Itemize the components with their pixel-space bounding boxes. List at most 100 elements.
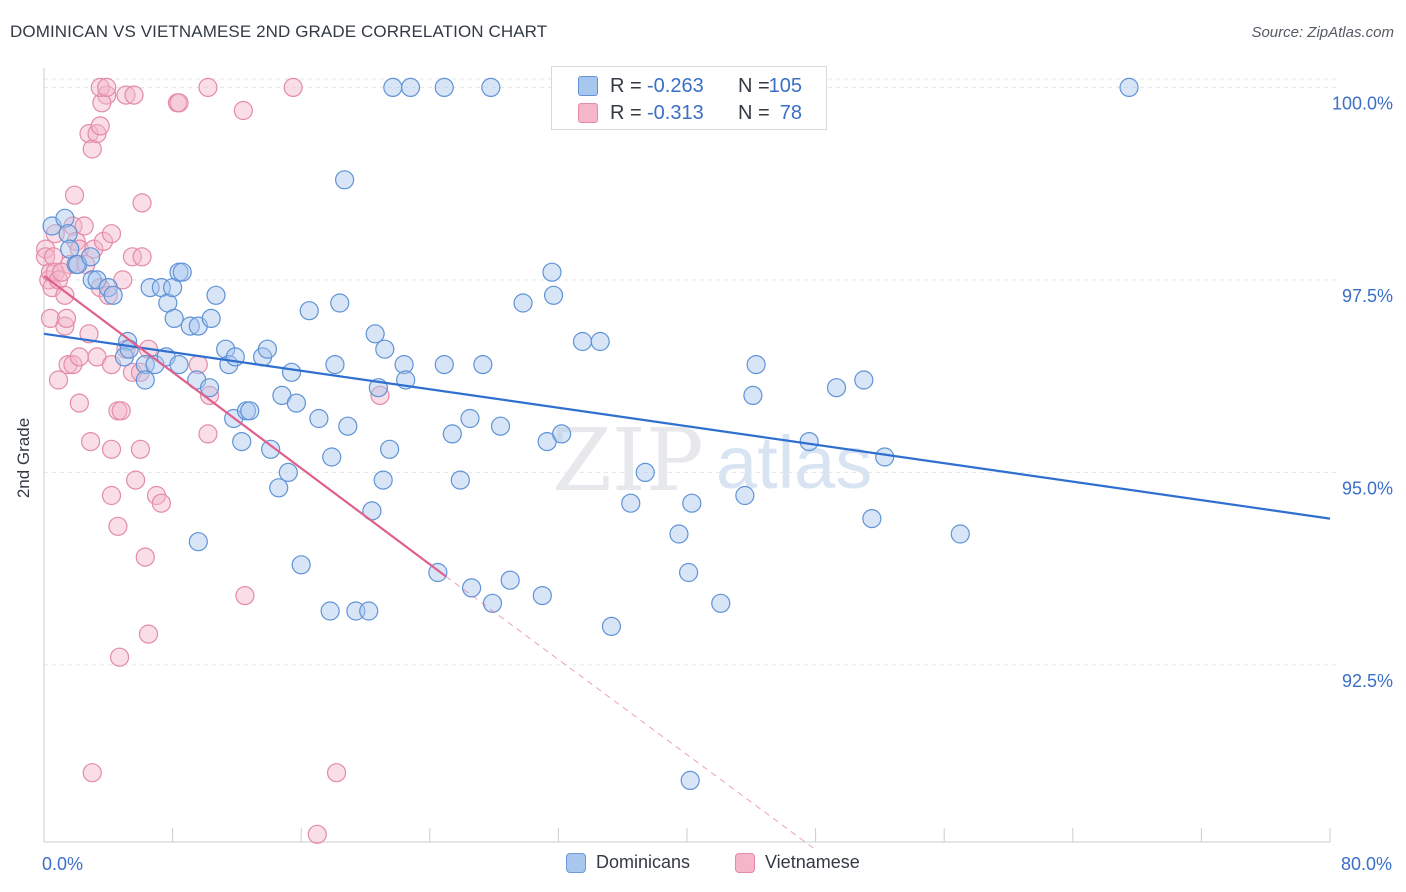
dominican-point bbox=[325, 355, 345, 375]
dominican-point bbox=[380, 439, 400, 459]
dominican-point bbox=[216, 339, 236, 359]
dominican-point bbox=[621, 493, 641, 513]
vietnamese-point bbox=[122, 247, 143, 267]
vietnamese-point bbox=[169, 93, 189, 113]
dominican-point bbox=[572, 331, 593, 352]
vietnamese-point bbox=[36, 247, 56, 267]
dominican-point bbox=[461, 578, 482, 598]
vietnamese-point bbox=[79, 324, 99, 344]
dominican-point bbox=[199, 378, 220, 398]
vietnamese-point bbox=[64, 185, 85, 205]
dominican-point bbox=[206, 285, 226, 305]
vietnamese-point bbox=[48, 370, 69, 390]
dominican-point bbox=[87, 270, 107, 290]
vietnamese-point bbox=[84, 239, 104, 259]
legend-item-dominicans[interactable]: Dominicans bbox=[566, 852, 690, 873]
dominican-point bbox=[680, 770, 700, 791]
vietnamese-point bbox=[55, 285, 75, 305]
legend-item-vietnamese[interactable]: Vietnamese bbox=[735, 852, 860, 873]
vietnamese-point bbox=[44, 247, 64, 267]
dominican-point bbox=[682, 493, 702, 513]
stats-r-label: R = bbox=[610, 101, 642, 124]
dominican-point bbox=[482, 593, 503, 613]
legend-label-vietnamese: Vietnamese bbox=[765, 852, 860, 872]
dominican-point bbox=[826, 378, 847, 398]
dominican-point bbox=[875, 447, 895, 467]
dominican-point bbox=[140, 278, 160, 298]
vietnamese-point bbox=[101, 485, 122, 506]
dominican-points bbox=[42, 77, 1139, 791]
vietnamese-point bbox=[198, 424, 218, 444]
vietnamese-point bbox=[132, 193, 152, 213]
dominican-point bbox=[854, 370, 874, 390]
dominican-point bbox=[119, 339, 139, 359]
dominican-point bbox=[365, 324, 385, 344]
vietnamese-point bbox=[63, 355, 83, 375]
stats-legend-box: R = -0.263 N = 105 R = -0.313 N = 78 bbox=[551, 66, 827, 130]
dominican-point bbox=[335, 170, 355, 190]
dominican-point bbox=[552, 424, 572, 444]
dominican-point bbox=[543, 285, 564, 305]
stats-row-vietnamese: R = -0.313 N = 78 bbox=[552, 98, 826, 128]
vietnamese-point bbox=[69, 347, 89, 367]
dominican-point bbox=[172, 262, 192, 282]
bottom-legend: Dominicans Vietnamese bbox=[0, 852, 1406, 878]
vietnamese-point bbox=[97, 77, 117, 98]
dominican-point bbox=[513, 293, 533, 313]
dominican-point bbox=[286, 393, 306, 413]
dominican-point bbox=[330, 293, 350, 313]
vietnamese-points bbox=[36, 77, 390, 844]
vietnamese-point bbox=[90, 116, 110, 136]
vietnamese-point bbox=[124, 85, 144, 105]
dominican-point bbox=[799, 432, 819, 452]
stats-n-label: N = bbox=[738, 101, 770, 124]
vietnamese-point bbox=[55, 316, 75, 336]
vietnamese-point bbox=[81, 432, 101, 452]
dominican-point bbox=[460, 408, 480, 429]
vietnamese-point bbox=[66, 231, 86, 251]
vietnamese-point bbox=[79, 124, 99, 144]
dominican-point bbox=[180, 316, 200, 336]
dominican-point bbox=[375, 339, 395, 359]
dominican-point bbox=[950, 524, 970, 544]
dominican-point bbox=[590, 331, 610, 352]
dominican-point bbox=[450, 470, 470, 490]
stats-row-dominicans: R = -0.263 N = 105 bbox=[552, 71, 826, 101]
dominican-point bbox=[55, 208, 75, 228]
vietnamese-trend-line bbox=[43, 275, 447, 578]
vietnamese-point bbox=[98, 285, 118, 305]
dominican-point bbox=[269, 478, 289, 498]
dominican-point bbox=[261, 439, 281, 459]
dominican-point bbox=[500, 570, 520, 590]
dominican-point bbox=[201, 308, 221, 328]
dominican-point bbox=[164, 308, 184, 328]
vietnamese-point bbox=[60, 254, 80, 275]
trend-layer bbox=[43, 275, 1331, 851]
vietnamese-point bbox=[82, 139, 102, 159]
dominican-point bbox=[442, 424, 462, 444]
vietnamese-point bbox=[109, 647, 130, 667]
dominican-point bbox=[232, 432, 252, 452]
dominican-point bbox=[532, 585, 552, 606]
y-tick-label: 95.0% bbox=[1342, 478, 1393, 498]
stats-swatch-blue bbox=[578, 76, 598, 96]
vietnamese-point bbox=[326, 763, 347, 783]
dominican-point bbox=[1119, 77, 1139, 98]
dominican-point bbox=[135, 370, 155, 390]
vietnamese-point bbox=[111, 401, 131, 421]
y-tick-label: 92.5% bbox=[1342, 671, 1393, 691]
stats-n-value: 105 bbox=[768, 74, 802, 97]
dominican-point bbox=[373, 470, 393, 490]
dominican-point bbox=[542, 262, 562, 282]
vietnamese-point bbox=[92, 93, 112, 113]
dominican-point bbox=[82, 270, 102, 290]
dominican-point bbox=[169, 355, 189, 375]
stats-r-label: R = bbox=[610, 74, 642, 97]
dominican-point bbox=[490, 416, 511, 436]
y-tick-label: 97.5% bbox=[1342, 286, 1393, 306]
vietnamese-point bbox=[135, 547, 155, 567]
dominican-point bbox=[711, 593, 731, 613]
stats-n-label: N = bbox=[738, 74, 770, 97]
stats-swatch-pink bbox=[578, 103, 598, 123]
vietnamese-point bbox=[58, 355, 78, 375]
